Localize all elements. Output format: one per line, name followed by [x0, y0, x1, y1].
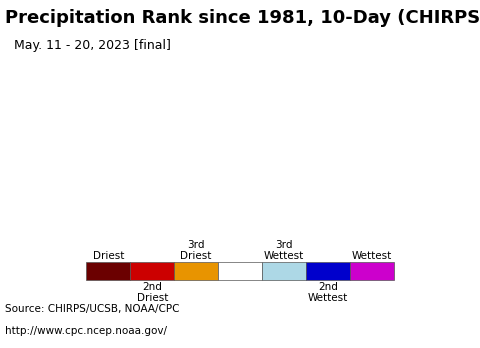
Text: Precipitation Rank since 1981, 10-Day (CHIRPS, CPC): Precipitation Rank since 1981, 10-Day (C…	[5, 9, 480, 27]
FancyBboxPatch shape	[218, 262, 262, 280]
FancyBboxPatch shape	[262, 262, 306, 280]
Text: Driest: Driest	[93, 251, 124, 261]
FancyBboxPatch shape	[130, 262, 174, 280]
Text: Wettest: Wettest	[351, 251, 392, 261]
Text: 3rd
Wettest: 3rd Wettest	[264, 240, 304, 261]
Text: 2nd
Wettest: 2nd Wettest	[308, 282, 348, 303]
Text: May. 11 - 20, 2023 [final]: May. 11 - 20, 2023 [final]	[14, 39, 171, 52]
FancyBboxPatch shape	[174, 262, 218, 280]
FancyBboxPatch shape	[86, 262, 130, 280]
Text: http://www.cpc.ncep.noaa.gov/: http://www.cpc.ncep.noaa.gov/	[5, 325, 167, 335]
Text: 3rd
Driest: 3rd Driest	[180, 240, 212, 261]
Text: 2nd
Driest: 2nd Driest	[136, 282, 168, 303]
Text: Source: CHIRPS/UCSB, NOAA/CPC: Source: CHIRPS/UCSB, NOAA/CPC	[5, 303, 180, 314]
FancyBboxPatch shape	[350, 262, 394, 280]
FancyBboxPatch shape	[306, 262, 350, 280]
